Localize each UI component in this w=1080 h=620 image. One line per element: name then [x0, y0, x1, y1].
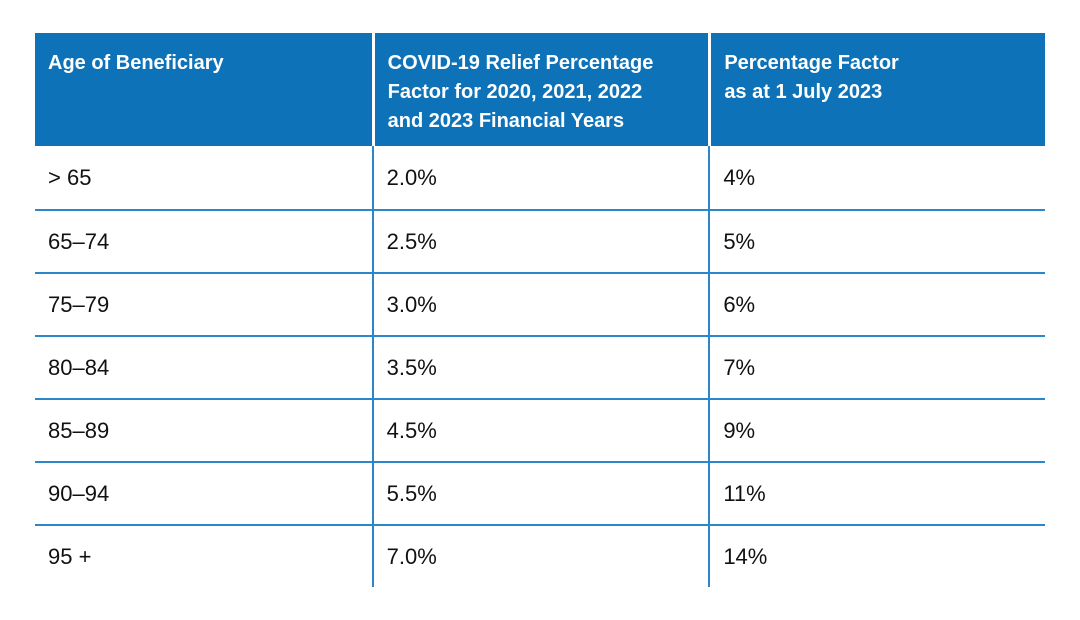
- col-header-age-of-beneficiary: Age of Beneficiary: [35, 33, 372, 146]
- cell-covid-relief-factor: 7.0%: [371, 524, 709, 587]
- pension-factor-table: Age of Beneficiary COVID-19 Relief Perce…: [35, 33, 1045, 587]
- table-row: 95 + 7.0% 14%: [35, 524, 1045, 587]
- col-header-percentage-factor-2023: Percentage Factor as at 1 July 2023: [708, 33, 1045, 146]
- cell-factor-1-july-2023: 14%: [708, 524, 1045, 587]
- table-header: Age of Beneficiary COVID-19 Relief Perce…: [35, 33, 1045, 146]
- table-row: 80–84 3.5% 7%: [35, 335, 1045, 398]
- table-row: 85–89 4.5% 9%: [35, 398, 1045, 461]
- table-body: > 65 2.0% 4% 65–74 2.5% 5% 75–79 3.0% 6%…: [35, 146, 1045, 587]
- table-row: > 65 2.0% 4%: [35, 146, 1045, 209]
- cell-age: 75–79: [35, 272, 372, 335]
- cell-factor-1-july-2023: 6%: [708, 272, 1045, 335]
- cell-age: 95 +: [35, 524, 372, 587]
- cell-covid-relief-factor: 4.5%: [371, 398, 709, 461]
- cell-factor-1-july-2023: 11%: [708, 461, 1045, 524]
- cell-age: 80–84: [35, 335, 372, 398]
- cell-covid-relief-factor: 2.0%: [371, 146, 709, 209]
- cell-factor-1-july-2023: 7%: [708, 335, 1045, 398]
- cell-covid-relief-factor: 5.5%: [371, 461, 709, 524]
- col-header-covid-relief-factor: COVID-19 Relief Percentage Factor for 20…: [371, 33, 709, 146]
- cell-age: > 65: [35, 146, 372, 209]
- table-row: 90–94 5.5% 11%: [35, 461, 1045, 524]
- table-row: 65–74 2.5% 5%: [35, 209, 1045, 272]
- cell-age: 65–74: [35, 209, 372, 272]
- header-row: Age of Beneficiary COVID-19 Relief Perce…: [35, 33, 1045, 146]
- cell-covid-relief-factor: 3.5%: [371, 335, 709, 398]
- cell-age: 90–94: [35, 461, 372, 524]
- cell-factor-1-july-2023: 5%: [708, 209, 1045, 272]
- cell-covid-relief-factor: 3.0%: [371, 272, 709, 335]
- cell-factor-1-july-2023: 9%: [708, 398, 1045, 461]
- cell-covid-relief-factor: 2.5%: [371, 209, 709, 272]
- cell-factor-1-july-2023: 4%: [708, 146, 1045, 209]
- table-row: 75–79 3.0% 6%: [35, 272, 1045, 335]
- cell-age: 85–89: [35, 398, 372, 461]
